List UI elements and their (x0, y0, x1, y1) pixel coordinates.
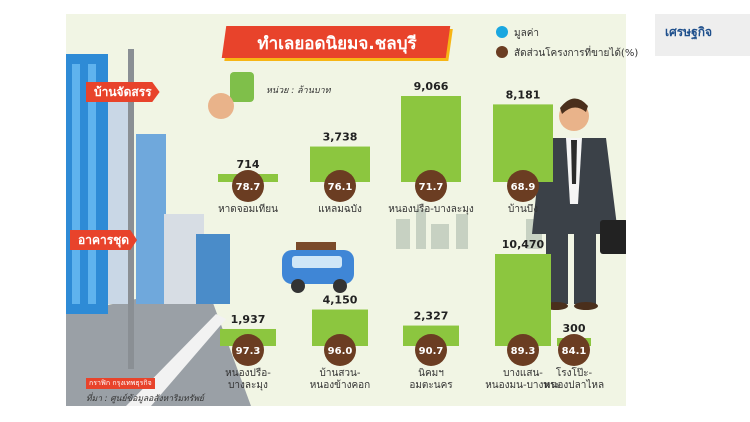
van-illustration (282, 242, 354, 293)
legend-value-label: มูลค่า (514, 28, 540, 39)
category-label: แหลมฉบัง (318, 204, 362, 215)
category-label: บางละมุง (228, 380, 268, 391)
share-circle (507, 170, 539, 202)
share-circle (232, 334, 264, 366)
share-circle (232, 170, 264, 202)
legend-value-dot (496, 26, 508, 38)
bar (401, 96, 461, 182)
share-value-label: 84.1 (562, 346, 587, 357)
category-label: หนองปรือ- (225, 367, 271, 379)
share-value-label: 89.3 (511, 346, 536, 357)
category-label: บ้านบึง (508, 203, 538, 215)
bar (493, 104, 553, 182)
category-label: บ้านสวน- (320, 367, 361, 379)
graphic-credit: กราฟิก กรุงเทพธุรกิจ (86, 378, 155, 389)
category-label: หนองข้างคอก (310, 379, 370, 391)
unit-label: หน่วย : ล้านบาท (266, 86, 331, 96)
chart-title: ทำเลยอดนิยมจ.ชลบุรี (257, 34, 417, 54)
share-value-label: 97.3 (236, 346, 261, 357)
bar-value-label: 3,738 (323, 131, 358, 144)
share-circle (558, 334, 590, 366)
share-value-label: 68.9 (511, 182, 536, 193)
category-label: หนองปลาไหล (544, 379, 604, 391)
share-value-label: 90.7 (419, 346, 444, 357)
category-label: อมตะนคร (409, 380, 453, 391)
section-tag-label: เศรษฐกิจ (665, 25, 712, 39)
category-label: หาดจอมเทียน (218, 203, 278, 215)
category-label: หนองมน-บางพระ (485, 380, 561, 391)
sign-pole (128, 49, 134, 369)
infographic (66, 14, 626, 406)
category-label: บางแสน- (503, 368, 543, 379)
bar (495, 254, 551, 346)
road-illustration (66, 284, 251, 406)
section-sign-housing: บ้านจัดสรร (86, 82, 160, 102)
bar-value-label: 4,150 (323, 294, 358, 307)
money-hand-illustration (208, 72, 254, 119)
bar-value-label: 300 (563, 322, 586, 335)
bar-value-label: 8,181 (506, 88, 541, 101)
share-circle (324, 334, 356, 366)
bar-value-label: 2,327 (414, 310, 449, 323)
legend-share-dot (496, 46, 508, 58)
category-label: โรงโป๊ะ- (556, 366, 593, 379)
share-value-label: 76.1 (328, 182, 353, 193)
section-sign-condo: อาคารชุด (70, 230, 138, 250)
section-tag[interactable]: เศรษฐกิจ (655, 14, 750, 56)
category-label: นิคมฯ (418, 368, 444, 379)
share-value-label: 71.7 (419, 182, 444, 193)
share-value-label: 78.7 (236, 182, 261, 193)
bar-value-label: 714 (237, 158, 260, 171)
category-label: หนองปรือ-บางละมุง (388, 203, 474, 215)
share-circle (507, 334, 539, 366)
bar-value-label: 10,470 (502, 238, 545, 251)
legend-share-label: สัดส่วนโครงการที่ขายได้(%) (514, 48, 639, 59)
share-value-label: 96.0 (328, 346, 353, 357)
share-circle (415, 334, 447, 366)
bar-value-label: 1,937 (231, 313, 266, 326)
businessman-illustration (532, 98, 626, 310)
share-circle (415, 170, 447, 202)
source-note: ที่มา : ศูนย์ข้อมูลอสังหาริมทรัพย์ (86, 394, 204, 404)
bar-value-label: 9,066 (414, 80, 449, 93)
share-circle (324, 170, 356, 202)
